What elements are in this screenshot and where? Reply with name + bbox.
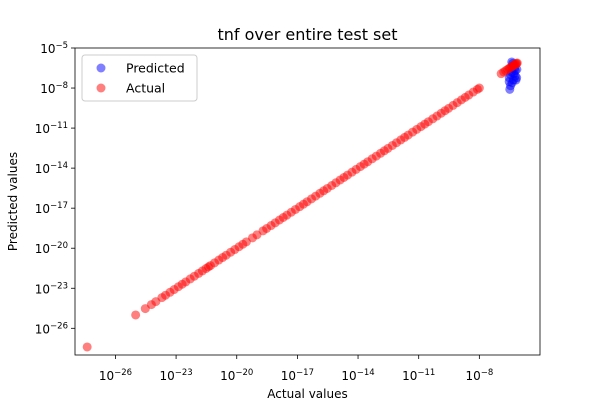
x-tick-label-5: 10−11 xyxy=(402,368,435,383)
x-axis-label: Actual values xyxy=(267,387,347,400)
y-axis-ticks: 10−26 10−23 10−20 10−17 10−14 10−11 10−8 10−5 xyxy=(35,41,75,336)
point-actual-98 xyxy=(512,58,522,68)
y-tick-label-5: 10−11 xyxy=(35,121,68,136)
y-tick-label-0: 10−26 xyxy=(35,321,68,336)
x-axis-ticks: 10−26 10−23 10−20 10−17 10−14 10−11 10−8 xyxy=(99,355,493,383)
y-axis-label: Predicted values xyxy=(6,152,20,251)
y-tick-label-6: 10−8 xyxy=(40,81,68,96)
legend-label-predicted: Predicted xyxy=(126,61,185,76)
y-tick-label-1: 10−23 xyxy=(35,281,68,296)
y-tick-label-7: 10−5 xyxy=(40,41,68,56)
legend-box xyxy=(81,54,198,102)
point-actual-1 xyxy=(131,310,141,320)
x-tick-label-4: 10−14 xyxy=(341,368,374,383)
points-layer xyxy=(82,57,522,352)
legend-marker-predicted xyxy=(96,63,106,73)
y-tick-label-2: 10−20 xyxy=(35,241,68,256)
y-tick-label-3: 10−17 xyxy=(35,201,68,216)
x-tick-label-6: 10−8 xyxy=(465,368,493,383)
x-tick-label-1: 10−23 xyxy=(159,368,192,383)
chart-title: tnf over entire test set xyxy=(217,25,397,44)
point-actual-0 xyxy=(82,342,92,352)
point-actual-84 xyxy=(474,83,484,93)
axes-frame xyxy=(74,47,541,356)
point-predicted-17 xyxy=(508,75,518,85)
x-tick-label-3: 10−17 xyxy=(281,368,314,383)
legend-marker-actual xyxy=(96,83,106,93)
legend: Predicted Actual xyxy=(81,54,198,102)
y-tick-label-4: 10−14 xyxy=(35,161,68,176)
x-tick-label-0: 10−26 xyxy=(99,368,132,383)
x-tick-label-2: 10−20 xyxy=(220,368,253,383)
legend-label-actual: Actual xyxy=(126,81,165,96)
